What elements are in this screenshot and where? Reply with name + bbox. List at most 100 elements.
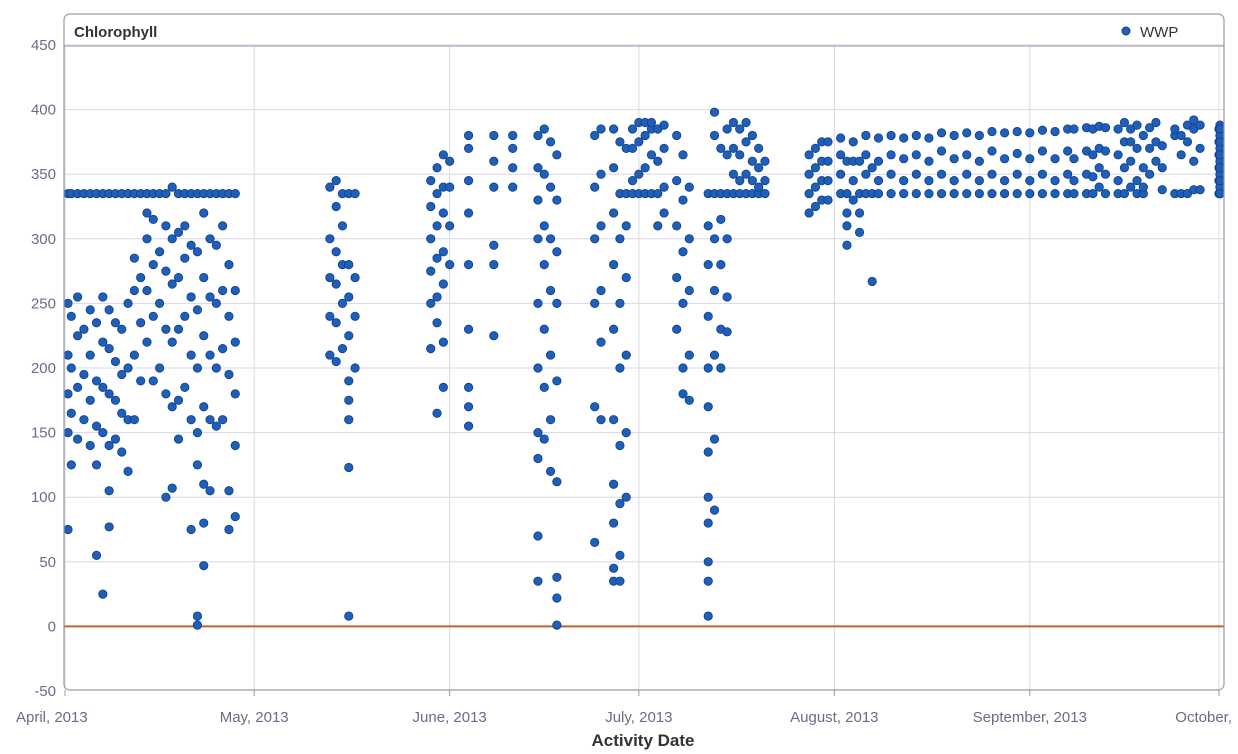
data-point [747,130,757,141]
data-point [173,272,184,283]
chart-title: Chlorophyll [74,24,157,41]
data-point [703,492,713,502]
data-point [1176,130,1186,141]
data-point [1157,163,1167,173]
data-point [999,176,1010,186]
data-point [1094,182,1104,192]
data-point [337,298,348,308]
data-point [331,356,341,367]
data-point [678,195,688,205]
data-point [426,176,436,186]
data-point [445,260,455,270]
data-point [1025,128,1035,138]
data-point [873,156,884,166]
data-point [432,163,442,173]
data-point [627,143,638,153]
data-point [180,311,190,321]
data-point [703,518,713,528]
legend-label[interactable]: WWP [1140,24,1178,41]
data-point [627,124,638,134]
data-point [659,182,669,192]
x-tick-label: April, 2013 [16,709,88,726]
data-point [1100,188,1111,199]
data-point [104,344,114,354]
data-point [684,285,694,296]
data-point [590,182,600,192]
data-point [218,415,228,425]
data-point [1063,169,1073,179]
data-point [659,208,669,218]
data-point [1157,185,1167,195]
data-point [211,421,221,431]
data-point [703,557,713,567]
data-point [199,272,209,283]
data-point [98,337,108,347]
data-point [148,376,158,386]
data-point [552,298,562,308]
data-point [703,260,713,270]
data-point [533,576,543,586]
data-point [836,133,846,143]
data-point [230,389,240,399]
data-point [186,415,196,425]
data-point [1113,150,1123,160]
data-point [192,427,203,438]
data-point [325,350,335,360]
data-point [1025,188,1035,199]
data-point [886,130,896,141]
data-point [627,176,638,186]
data-point [609,563,619,573]
data-point [344,611,354,621]
data-point [533,453,543,464]
data-point [678,389,688,399]
data-point [167,234,177,244]
plot-frame [63,13,1225,691]
data-point [331,176,341,186]
data-point [634,137,644,147]
data-point [545,285,556,296]
data-point [810,143,821,153]
data-point [224,486,234,496]
data-point [873,133,884,143]
data-point [899,154,909,164]
data-point [949,130,959,141]
data-point [999,188,1010,199]
data-point [432,292,442,302]
x-tick-label: July, 2013 [605,709,672,726]
data-point [148,214,158,225]
data-point [463,143,474,153]
data-point [426,266,436,276]
data-point [205,486,215,496]
data-point [224,369,234,380]
data-point [760,176,770,186]
data-point [1126,182,1136,192]
data-point [728,117,739,128]
data-point [1113,124,1123,134]
x-axis-ticks: April, 2013 May, 2013 June, 2013 July, 2013… [16,709,1232,726]
data-point [205,415,215,425]
data-point [1132,120,1142,130]
data-point [621,272,631,283]
data-point [615,550,625,560]
data-point [533,163,543,173]
data-point [218,344,228,354]
data-point [1012,169,1022,179]
data-point [129,285,139,296]
data-point [552,376,562,386]
data-point [678,363,688,373]
data-point [192,611,203,621]
data-point [848,195,858,205]
data-point [596,124,606,134]
data-point [104,389,114,399]
data-point [98,292,108,302]
data-point [754,143,764,153]
data-point [63,298,73,308]
data-point [129,350,139,360]
data-point [331,318,341,328]
data-point [1145,143,1155,153]
data-point [1088,188,1098,199]
data-point [161,266,171,276]
data-point [672,221,682,231]
data-point [987,188,997,199]
data-point [73,331,83,341]
